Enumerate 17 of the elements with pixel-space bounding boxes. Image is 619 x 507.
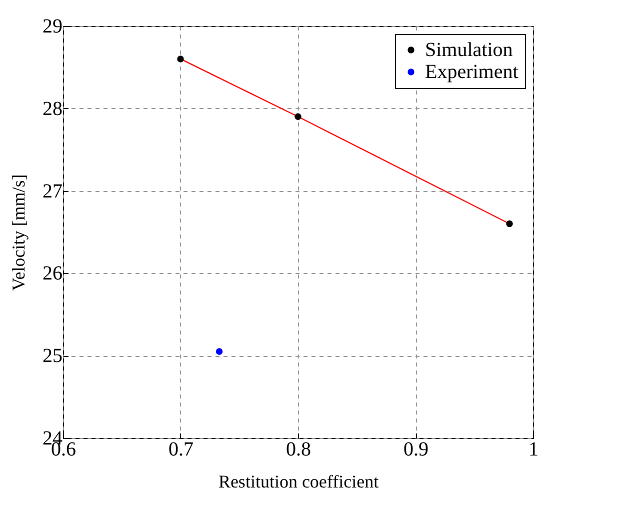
- legend-label: Experiment: [425, 61, 519, 83]
- point: [294, 113, 302, 120]
- x-tick-label: 0.8: [286, 438, 311, 460]
- y-tick-label: 25: [42, 345, 62, 368]
- y-axis-title: Velocity [mm/s]: [8, 174, 28, 291]
- point: [177, 56, 184, 62]
- point: [506, 220, 513, 228]
- legend-label: Simulation: [425, 39, 513, 61]
- y-tick-label: 29: [42, 16, 62, 38]
- x-tick-label: 0.9: [404, 438, 428, 460]
- y-tick-label: 26: [42, 262, 62, 285]
- x-tick-label: 0.7: [168, 438, 194, 460]
- x-axis-title: Restitution coefficient: [218, 472, 379, 492]
- point: [216, 348, 223, 355]
- y-tick-label: 28: [42, 98, 62, 120]
- y-tick-label: 27: [42, 180, 62, 202]
- x-tick-label: 1: [528, 438, 538, 460]
